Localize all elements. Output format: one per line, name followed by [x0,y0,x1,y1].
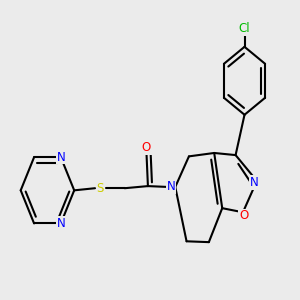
Text: O: O [239,209,248,222]
Text: O: O [142,141,151,154]
Text: Cl: Cl [239,22,250,35]
Text: N: N [56,217,65,230]
Text: N: N [167,180,176,194]
Text: N: N [56,151,65,164]
Text: N: N [250,176,258,189]
Text: S: S [97,182,104,195]
